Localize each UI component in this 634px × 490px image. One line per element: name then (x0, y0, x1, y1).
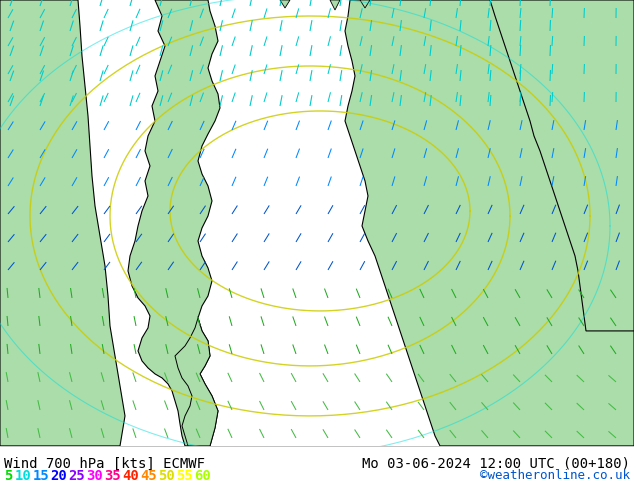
Text: 35: 35 (105, 469, 121, 483)
Text: ©weatheronline.co.uk: ©weatheronline.co.uk (480, 469, 630, 483)
Polygon shape (345, 0, 634, 446)
Text: 5: 5 (4, 469, 13, 483)
Text: 40: 40 (122, 469, 139, 483)
Text: Wind 700 hPa [kts] ECMWF: Wind 700 hPa [kts] ECMWF (4, 457, 205, 471)
Text: Mo 03-06-2024 12:00 UTC (00+180): Mo 03-06-2024 12:00 UTC (00+180) (362, 457, 630, 471)
Text: 25: 25 (68, 469, 85, 483)
Polygon shape (280, 0, 290, 8)
Text: 45: 45 (141, 469, 157, 483)
Polygon shape (490, 0, 634, 331)
Polygon shape (128, 0, 220, 446)
Text: 55: 55 (176, 469, 193, 483)
Text: 30: 30 (86, 469, 103, 483)
Text: 10: 10 (15, 469, 31, 483)
Polygon shape (360, 0, 370, 8)
Polygon shape (330, 0, 340, 10)
Text: 50: 50 (158, 469, 175, 483)
Text: 20: 20 (51, 469, 67, 483)
Polygon shape (175, 318, 218, 446)
Text: 15: 15 (32, 469, 49, 483)
Polygon shape (0, 0, 125, 446)
Text: 60: 60 (195, 469, 211, 483)
